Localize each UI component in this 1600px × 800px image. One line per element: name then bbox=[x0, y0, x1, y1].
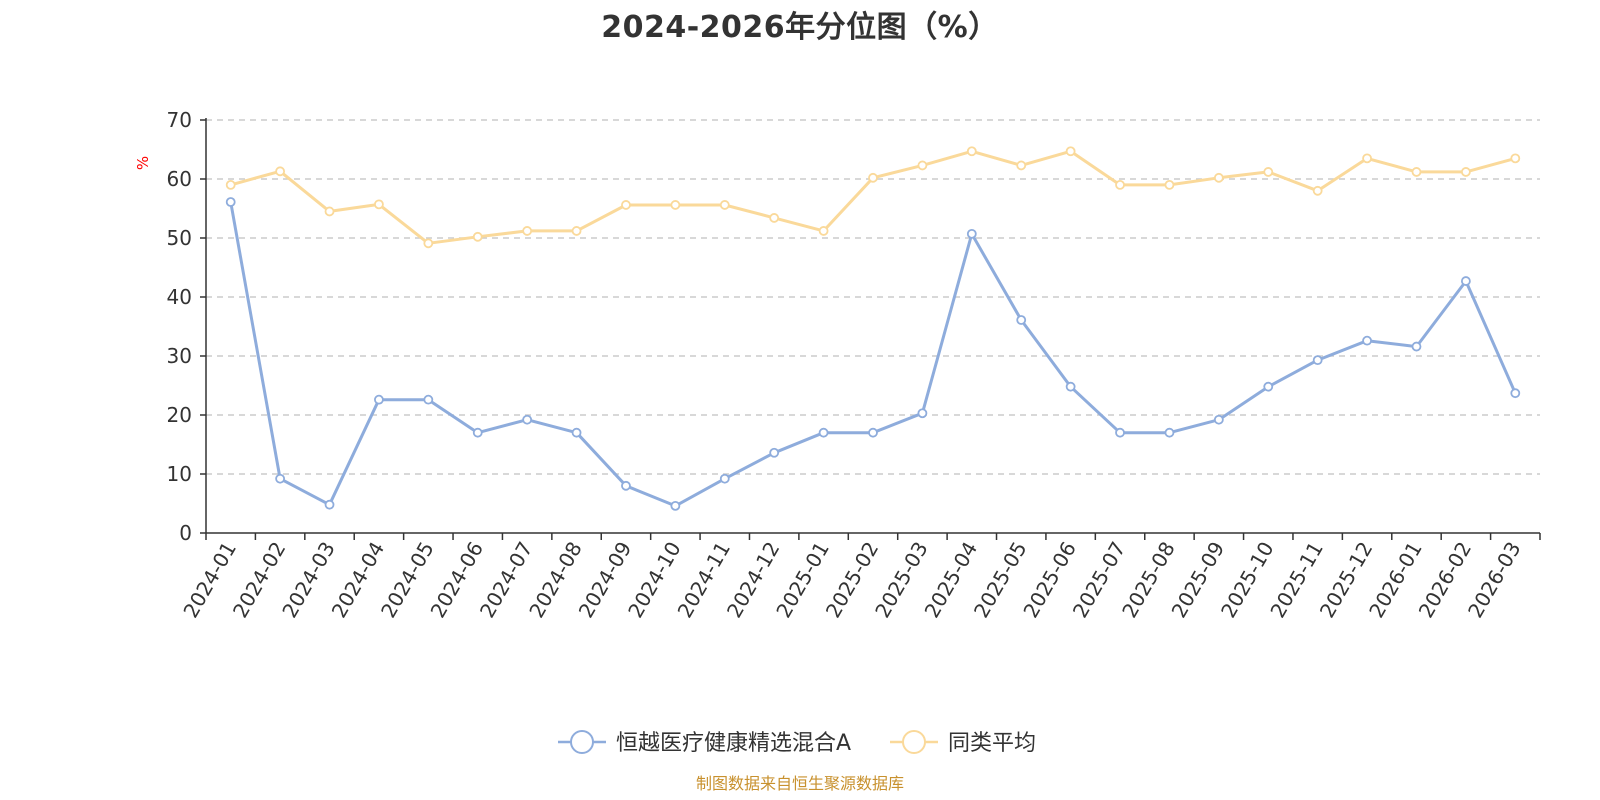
data-point[interactable] bbox=[423, 394, 434, 405]
legend-marker-icon bbox=[902, 730, 926, 754]
data-point[interactable] bbox=[966, 228, 977, 239]
data-point[interactable] bbox=[374, 394, 384, 405]
data-point[interactable] bbox=[472, 231, 483, 242]
data-point[interactable] bbox=[868, 172, 878, 183]
data-point[interactable] bbox=[1164, 427, 1175, 438]
data-point[interactable] bbox=[1510, 153, 1521, 164]
data-point[interactable] bbox=[818, 226, 829, 236]
data-point[interactable] bbox=[522, 414, 533, 425]
data-point[interactable] bbox=[324, 499, 335, 510]
legend-item-1[interactable]: 同类平均 bbox=[890, 730, 1036, 756]
data-point[interactable] bbox=[917, 408, 928, 419]
legend-marker-icon bbox=[570, 730, 594, 754]
y-tick-label: 40 bbox=[167, 285, 192, 309]
data-point[interactable] bbox=[1263, 381, 1274, 392]
data-point[interactable] bbox=[324, 206, 335, 217]
data-point[interactable] bbox=[769, 447, 780, 458]
data-point[interactable] bbox=[374, 199, 384, 210]
legend[interactable]: 恒越医疗健康精选混合A 同类平均 bbox=[558, 730, 1036, 756]
data-point[interactable] bbox=[423, 238, 434, 249]
data-point[interactable] bbox=[1460, 167, 1471, 177]
data-point[interactable] bbox=[1362, 335, 1372, 346]
data-point[interactable] bbox=[1115, 427, 1125, 438]
data-point[interactable] bbox=[225, 179, 236, 190]
legend-label: 恒越医疗健康精选混合A bbox=[616, 731, 851, 756]
source-note: 制图数据来自恒生聚源数据库 bbox=[695, 774, 904, 793]
data-point[interactable] bbox=[275, 473, 286, 484]
series-line-1 bbox=[230, 149, 1516, 245]
data-point[interactable] bbox=[621, 480, 631, 491]
data-point[interactable] bbox=[719, 200, 730, 210]
data-point[interactable] bbox=[917, 160, 928, 171]
data-point[interactable] bbox=[1016, 160, 1027, 171]
legend-item-0[interactable]: 恒越医疗健康精选混合A bbox=[558, 730, 851, 756]
data-point[interactable] bbox=[1312, 185, 1323, 196]
data-point[interactable] bbox=[818, 427, 829, 438]
data-point[interactable] bbox=[1164, 179, 1175, 190]
data-point[interactable] bbox=[1460, 276, 1471, 286]
y-axis-unit-label: % bbox=[134, 156, 152, 170]
data-point[interactable] bbox=[1312, 355, 1323, 366]
data-point[interactable] bbox=[670, 500, 681, 511]
data-point[interactable] bbox=[275, 166, 286, 177]
legend-label: 同类平均 bbox=[948, 731, 1036, 756]
data-point[interactable] bbox=[769, 213, 780, 223]
data-point[interactable] bbox=[522, 226, 533, 236]
data-point[interactable] bbox=[1016, 315, 1027, 325]
data-point[interactable] bbox=[966, 146, 977, 157]
data-point[interactable] bbox=[670, 200, 681, 210]
data-point[interactable] bbox=[1115, 179, 1125, 190]
series-lines bbox=[225, 146, 1521, 511]
data-point[interactable] bbox=[1065, 146, 1076, 157]
data-point[interactable] bbox=[1213, 414, 1224, 425]
y-tick-label: 0 bbox=[179, 521, 192, 545]
data-point[interactable] bbox=[1411, 167, 1422, 177]
data-point[interactable] bbox=[1065, 381, 1076, 392]
grid-lines bbox=[206, 119, 1540, 475]
data-point[interactable] bbox=[472, 427, 483, 438]
series-line-0 bbox=[229, 201, 1517, 508]
data-point[interactable] bbox=[225, 197, 236, 207]
data-point[interactable] bbox=[1213, 172, 1224, 183]
y-tick-label: 20 bbox=[167, 403, 192, 427]
data-point[interactable] bbox=[1263, 167, 1274, 177]
data-point[interactable] bbox=[571, 427, 582, 438]
y-tick-label: 70 bbox=[167, 108, 192, 132]
data-point[interactable] bbox=[621, 200, 631, 210]
y-tick-label: 60 bbox=[167, 167, 192, 191]
data-point[interactable] bbox=[1362, 153, 1372, 164]
y-tick-label: 50 bbox=[167, 226, 192, 250]
data-point[interactable] bbox=[1411, 341, 1422, 352]
y-tick-label: 10 bbox=[167, 462, 192, 486]
data-point[interactable] bbox=[719, 473, 730, 484]
chart-title: 2024-2026年分位图（%） bbox=[601, 10, 999, 45]
data-point[interactable] bbox=[571, 226, 582, 236]
data-point[interactable] bbox=[868, 427, 878, 438]
data-point[interactable] bbox=[1510, 388, 1521, 399]
y-tick-label: 30 bbox=[167, 344, 192, 368]
